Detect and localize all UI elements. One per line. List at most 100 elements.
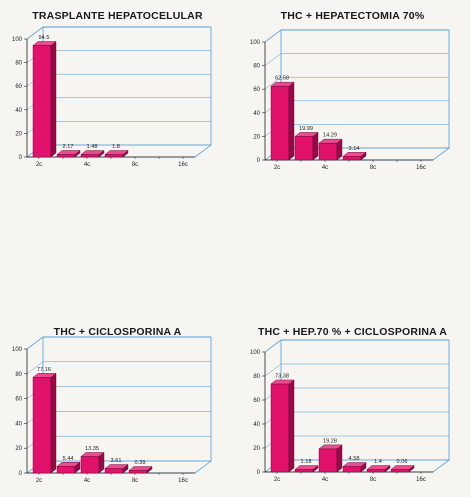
gridline xyxy=(264,53,449,66)
bar-top xyxy=(56,150,81,155)
bar-side xyxy=(288,81,295,161)
bar xyxy=(294,131,319,161)
y-tick-label: 100 xyxy=(250,350,261,356)
data-label: 73.38 xyxy=(275,373,289,379)
y-tick-label: 0 xyxy=(257,470,261,476)
bar xyxy=(318,444,343,473)
y-tick-label: 100 xyxy=(250,40,261,46)
data-label: 14.29 xyxy=(323,133,337,139)
y-tick-label: 40 xyxy=(253,111,260,117)
y-tick-label: 0 xyxy=(257,158,261,164)
bar-top xyxy=(342,152,367,157)
x-tick-label: 8c xyxy=(132,162,138,168)
gridline xyxy=(264,363,449,377)
bar-front xyxy=(80,456,100,474)
chart-panel-trasplante: TRASPLANTE HEPATOCELULAR 0 20 40 60 80 100 2c 4… xyxy=(0,0,235,248)
bar-top xyxy=(390,465,415,470)
data-label: 19.99 xyxy=(299,126,313,132)
data-label: 3.61 xyxy=(111,458,122,464)
bar-front xyxy=(270,85,290,161)
data-label: 19.28 xyxy=(323,438,337,444)
bar xyxy=(390,465,415,473)
bar-front xyxy=(56,154,76,158)
x-tick-label: 2c xyxy=(36,478,42,484)
gridline xyxy=(26,361,211,374)
x-tick-label: 16c xyxy=(416,477,426,483)
bar-side xyxy=(312,131,319,161)
y-tick-label: 100 xyxy=(12,37,23,43)
data-label: 3.14 xyxy=(349,146,360,152)
data-label: 1.8 xyxy=(112,144,120,150)
bar xyxy=(104,150,129,158)
bar xyxy=(32,372,57,474)
y-tick-label: 60 xyxy=(15,84,22,90)
y-tick-label: 0 xyxy=(19,155,23,161)
bar-top xyxy=(80,452,105,457)
data-label: 77.16 xyxy=(37,367,51,373)
bar-top xyxy=(366,465,391,470)
bar-side xyxy=(50,41,57,158)
gridline xyxy=(26,336,211,350)
x-tick-label: 8c xyxy=(370,477,376,483)
bar xyxy=(32,41,57,158)
chart-svg-ciclosporina: 0 20 40 60 80 100 2c 4c 8c 16c 77.16 5.44 13.35 3.61 0… xyxy=(12,336,213,484)
bar-top xyxy=(294,132,319,137)
y-tick-label: 80 xyxy=(15,61,22,67)
bar xyxy=(366,465,391,473)
bar-front xyxy=(366,469,386,473)
data-label: 5.44 xyxy=(63,456,74,462)
chart-title: THC + HEPATECTOMIA 70% xyxy=(280,10,425,22)
x-tick-label: 8c xyxy=(132,478,138,484)
y-tick-label: 80 xyxy=(253,64,260,70)
bar-front xyxy=(318,448,338,473)
chart-svg-trasplante: 0 20 40 60 80 100 2c 4c 8c 16c 94.5 2.17 1.48 1.8 xyxy=(12,26,213,168)
bar-front xyxy=(342,156,362,161)
bar-side xyxy=(50,372,57,474)
x-tick-label: 2c xyxy=(274,477,280,483)
plot-area: 0 20 40 60 80 100 2c 4c 8c 16c 94.5 2.17 1.48 1.8 xyxy=(12,26,213,168)
chart-svg-hep-ciclosporina: 0 20 40 60 80 100 2c 4c 8c 16c 73.38 1.18 19.28 4.58 1… xyxy=(250,339,451,483)
data-label: 0.39 xyxy=(135,460,146,466)
bar-top xyxy=(104,150,129,155)
x-tick-label: 4c xyxy=(322,165,328,171)
bar-top xyxy=(270,81,295,87)
y-tick-label: 20 xyxy=(15,446,22,452)
chart-svg-hepatectomia: 0 20 40 60 80 100 2c 4c 8c 16c 62.58 19.99 14.29 3.14 xyxy=(250,29,451,171)
data-label: 1.48 xyxy=(87,144,98,150)
gridline xyxy=(264,29,449,43)
chart-title: TRASPLANTE HEPATOCELULAR xyxy=(32,10,203,22)
data-label: 1.18 xyxy=(301,459,312,465)
bar xyxy=(270,81,295,161)
bar-front xyxy=(32,45,52,158)
data-label: 62.58 xyxy=(275,76,289,82)
chart-panel-hepatectomia: THC + HEPATECTOMIA 70% 0 20 40 60 80 100 2c 4c 8… xyxy=(235,0,470,248)
x-tick-label: 16c xyxy=(178,162,188,168)
bar xyxy=(80,452,105,474)
x-tick-label: 16c xyxy=(178,478,188,484)
bar-front xyxy=(104,468,124,474)
x-tick-label: 2c xyxy=(36,162,42,168)
bar-top xyxy=(318,444,343,450)
gridline xyxy=(264,76,449,90)
bar-top xyxy=(294,465,319,470)
bar xyxy=(104,464,129,474)
chart-title: THC + HEP.70 % + CICLOSPORINA A xyxy=(257,326,448,338)
data-label: 0.06 xyxy=(397,459,408,465)
y-tick-label: 40 xyxy=(15,108,22,114)
chart-panel-hep-ciclosporina: THC + HEP.70 % + CICLOSPORINA A 0 20 40 60 8… xyxy=(235,248,470,496)
bar xyxy=(342,151,367,161)
data-label: 1.4 xyxy=(374,459,382,465)
y-tick-label: 100 xyxy=(12,347,23,353)
plot-area: 0 20 40 60 80 100 2c 4c 8c 16c 77.16 5.44 13.35 3.61 0… xyxy=(12,336,213,484)
bar xyxy=(56,150,81,158)
x-tick-label: 2c xyxy=(274,165,280,171)
x-tick-label: 4c xyxy=(84,478,90,484)
x-tick-label: 16c xyxy=(416,165,426,171)
y-tick-label: 20 xyxy=(15,131,22,137)
plot-area: 0 20 40 60 80 100 2c 4c 8c 16c 73.38 1.18 19.28 4.58 1… xyxy=(250,339,451,483)
bar-top xyxy=(32,41,57,46)
y-tick-label: 60 xyxy=(253,87,260,93)
chart-title: THC + CICLOSPORINA A xyxy=(53,326,182,338)
bar xyxy=(56,461,81,474)
bar xyxy=(128,466,153,474)
